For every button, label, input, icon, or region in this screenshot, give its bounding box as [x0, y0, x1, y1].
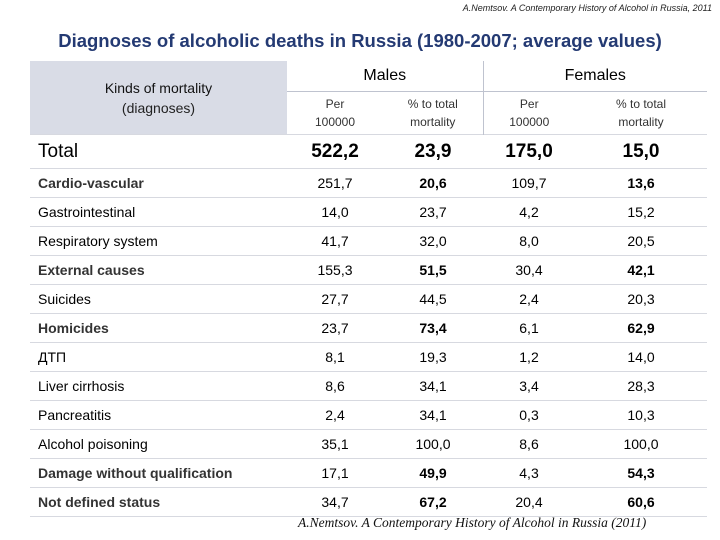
table-row: Pancreatitis 2,4 34,1 0,3 10,3 [30, 400, 708, 430]
males-pct-value: 34,1 [383, 400, 483, 430]
females-per-value: 8,6 [483, 429, 575, 459]
females-per-value: 6,1 [483, 313, 575, 343]
males-per-value: 155,3 [287, 255, 383, 285]
table-row: Not defined status 34,7 67,2 20,4 60,6 [30, 487, 708, 517]
row-label: Respiratory system [30, 226, 287, 256]
females-pct-value: 20,3 [575, 284, 708, 314]
males-pct-value: 49,9 [383, 458, 483, 488]
females-per-value: 0,3 [483, 400, 575, 430]
females-per-value: 1,2 [483, 342, 575, 372]
table-row: ДТП 8,1 19,3 1,2 14,0 [30, 342, 708, 372]
males-per-value: 8,6 [287, 371, 383, 401]
females-pct-value: 54,3 [575, 458, 708, 488]
row-label: Suicides [30, 284, 287, 314]
males-per-value: 41,7 [287, 226, 383, 256]
females-header: Females [482, 61, 708, 92]
males-per-value: 522,2 [287, 134, 383, 169]
top-credit: A.Nemtsov. A Contemporary History of Alc… [462, 3, 712, 13]
row-label: Total [30, 134, 287, 169]
females-pct-value: 62,9 [575, 313, 708, 343]
females-pct-value: 14,0 [575, 342, 708, 372]
males-pct-value: 19,3 [383, 342, 483, 372]
row-label: External causes [30, 255, 287, 285]
males-per-header: Per 100000 [314, 97, 356, 129]
table-row: Liver cirrhosis 8,6 34,1 3,4 28,3 [30, 371, 708, 401]
females-per-value: 3,4 [483, 371, 575, 401]
females-per-value: 109,7 [483, 168, 575, 198]
row-label: Damage without qualification [30, 458, 287, 488]
males-header: Males [287, 61, 483, 92]
males-per-value: 23,7 [287, 313, 383, 343]
females-pct-value: 42,1 [575, 255, 708, 285]
table-row: Alcohol poisoning 35,1 100,0 8,6 100,0 [30, 429, 708, 459]
females-per-value: 175,0 [483, 134, 575, 169]
males-pct-value: 32,0 [383, 226, 483, 256]
males-pct-value: 100,0 [383, 429, 483, 459]
males-per-value: 35,1 [287, 429, 383, 459]
table-row: Damage without qualification 17,1 49,9 4… [30, 458, 708, 488]
females-pct-value: 100,0 [575, 429, 708, 459]
males-per-value: 8,1 [287, 342, 383, 372]
mortality-table: Kinds of mortality (diagnoses) Males Fem… [30, 61, 708, 517]
females-per-value: 8,0 [483, 226, 575, 256]
males-per-value: 27,7 [287, 284, 383, 314]
females-per-value: 4,2 [483, 197, 575, 227]
females-per-value: 30,4 [483, 255, 575, 285]
bottom-credit: A.Nemtsov. A Contemporary History of Alc… [298, 515, 647, 530]
females-per-value: 4,3 [483, 458, 575, 488]
row-label: Not defined status [30, 487, 287, 517]
table-row: Cardio-vascular 251,7 20,6 109,7 13,6 [30, 168, 708, 198]
males-pct-value: 67,2 [383, 487, 483, 517]
males-pct-value: 20,6 [383, 168, 483, 198]
row-label: Alcohol poisoning [30, 429, 287, 459]
males-pct-value: 44,5 [383, 284, 483, 314]
males-per-value: 251,7 [287, 168, 383, 198]
males-pct-value: 73,4 [383, 313, 483, 343]
row-label: ДТП [30, 342, 287, 372]
table-row: Total 522,2 23,9 175,0 15,0 [30, 134, 708, 169]
females-pct-value: 15,2 [575, 197, 708, 227]
females-per-value: 2,4 [483, 284, 575, 314]
females-per-header: Per 100000 [482, 91, 575, 135]
table-row: Suicides 27,7 44,5 2,4 20,3 [30, 284, 708, 314]
males-per-value: 2,4 [287, 400, 383, 430]
table-row: Respiratory system 41,7 32,0 8,0 20,5 [30, 226, 708, 256]
table-row: External causes 155,3 51,5 30,4 42,1 [30, 255, 708, 285]
row-label: Homicides [30, 313, 287, 343]
females-pct-value: 10,3 [575, 400, 708, 430]
kinds-header-line2: (diagnoses) [121, 99, 196, 116]
females-pct-value: 15,0 [575, 134, 708, 169]
males-per-value: 14,0 [287, 197, 383, 227]
row-label: Liver cirrhosis [30, 371, 287, 401]
males-per-value: 17,1 [287, 458, 383, 488]
row-label: Pancreatitis [30, 400, 287, 430]
males-pct-value: 23,9 [383, 134, 483, 169]
page-title: Diagnoses of alcoholic deaths in Russia … [58, 30, 662, 51]
males-pct-value: 51,5 [383, 255, 483, 285]
table-row: Gastrointestinal 14,0 23,7 4,2 15,2 [30, 197, 708, 227]
females-per-value: 20,4 [483, 487, 575, 517]
kinds-header-line1: Kinds of mortality [104, 79, 213, 96]
males-pct-value: 34,1 [383, 371, 483, 401]
row-label: Gastrointestinal [30, 197, 287, 227]
females-pct-value: 13,6 [575, 168, 708, 198]
females-pct-header: % to total mortality [615, 97, 667, 129]
kinds-header: Kinds of mortality (diagnoses) [30, 61, 287, 135]
males-pct-value: 23,7 [383, 197, 483, 227]
table-row: Homicides 23,7 73,4 6,1 62,9 [30, 313, 708, 343]
females-pct-value: 60,6 [575, 487, 708, 517]
males-per-value: 34,7 [287, 487, 383, 517]
females-pct-value: 20,5 [575, 226, 708, 256]
row-label: Cardio-vascular [30, 168, 287, 198]
males-pct-header: % to total mortality [407, 97, 458, 129]
females-pct-value: 28,3 [575, 371, 708, 401]
